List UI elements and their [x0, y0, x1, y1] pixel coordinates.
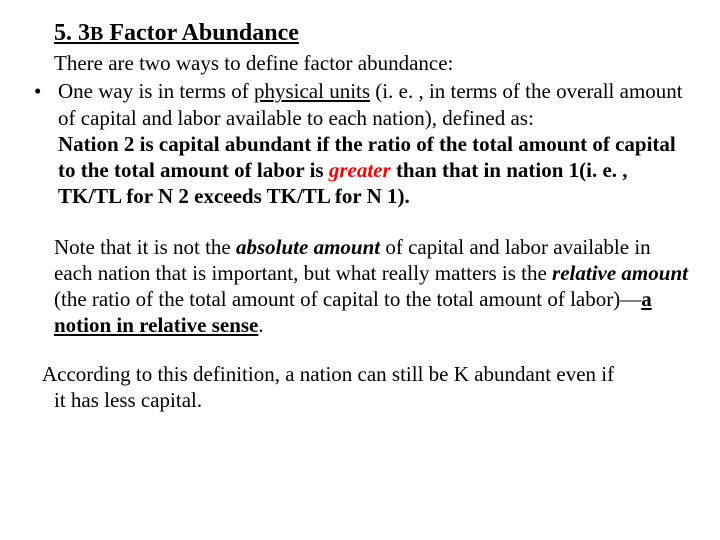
absolute-amount: absolute amount [236, 235, 380, 259]
note-t3: (the ratio of the total amount of capita… [54, 287, 641, 311]
heading-number: 5. 3 [54, 20, 90, 46]
closing-line-2: it has less capital. [54, 387, 690, 413]
section-heading: 5. 3B Factor Abundance [54, 18, 690, 48]
bullet-body: One way is in terms of physical units (i… [58, 78, 690, 209]
heading-smallcap: B [90, 23, 103, 45]
note-t4: . [258, 313, 263, 337]
bullet-marker: • [30, 78, 58, 104]
note-paragraph: Note that it is not the absolute amount … [54, 234, 690, 339]
closing-line-1: According to this definition, a nation c… [42, 361, 690, 387]
bullet-item: • One way is in terms of physical units … [30, 78, 690, 209]
slide-content: 5. 3B Factor Abundance There are two way… [0, 0, 720, 413]
heading-title: Factor Abundance [103, 20, 299, 46]
note-t1: Note that it is not the [54, 235, 236, 259]
intro-line: There are two ways to define factor abun… [54, 50, 690, 76]
relative-amount: relative amount [552, 261, 688, 285]
physical-units: physical units [254, 79, 370, 103]
greater-emphasis: greater [329, 158, 391, 182]
bullet-text-1: One way is in terms of [58, 79, 254, 103]
